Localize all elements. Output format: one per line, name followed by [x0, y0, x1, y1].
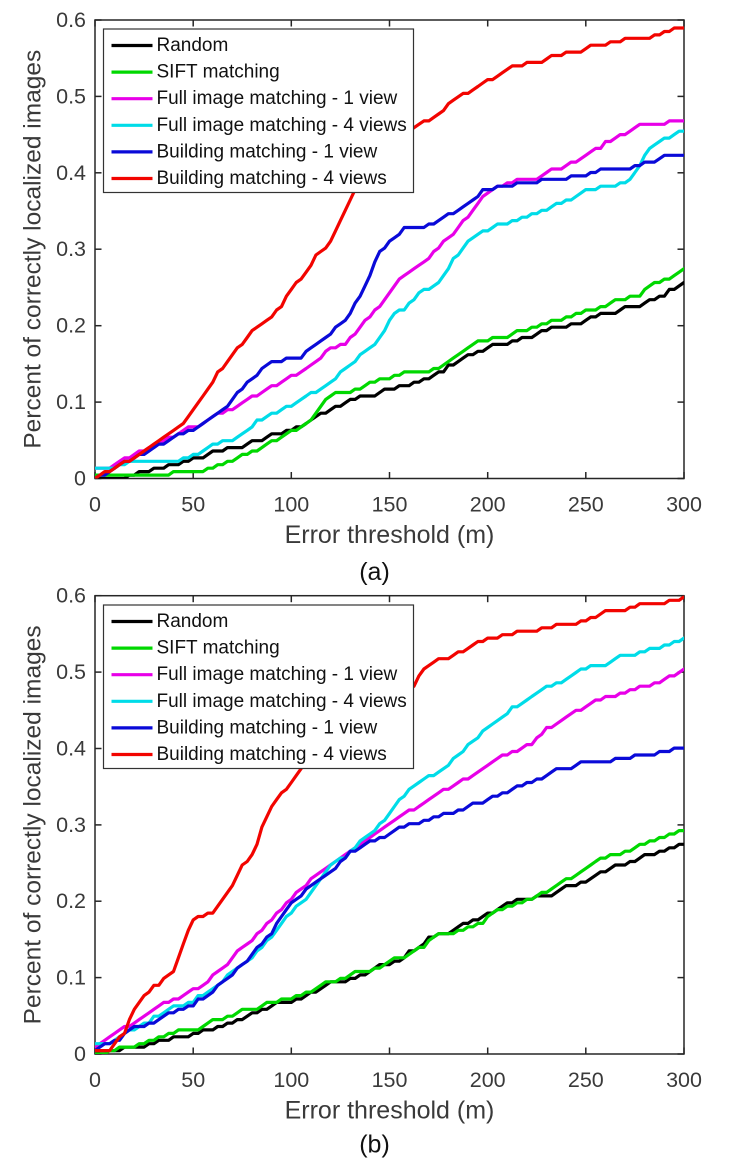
svg-text:0: 0 [74, 467, 86, 491]
svg-text:Random: Random [157, 35, 229, 56]
svg-text:300: 300 [666, 493, 702, 517]
svg-text:0.4: 0.4 [56, 161, 86, 185]
svg-text:0: 0 [89, 493, 101, 517]
svg-text:0.6: 0.6 [56, 8, 86, 32]
svg-text:0: 0 [74, 1042, 86, 1066]
svg-text:0.1: 0.1 [56, 390, 86, 414]
svg-text:Percent of correctly localized: Percent of correctly localized images [20, 50, 47, 449]
svg-text:200: 200 [470, 1068, 506, 1092]
svg-text:0.4: 0.4 [56, 737, 86, 761]
svg-text:0.1: 0.1 [56, 966, 86, 990]
svg-text:Full image matching - 1 view: Full image matching - 1 view [157, 88, 398, 109]
svg-text:200: 200 [470, 493, 506, 517]
svg-text:Building matching - 1 view: Building matching - 1 view [157, 717, 378, 738]
svg-text:Full image matching - 1 view: Full image matching - 1 view [157, 664, 398, 685]
svg-text:0.3: 0.3 [56, 237, 86, 261]
svg-text:(b): (b) [359, 1131, 390, 1158]
svg-text:150: 150 [372, 1068, 408, 1092]
svg-text:Building matching - 4 views: Building matching - 4 views [157, 168, 387, 189]
svg-text:0.2: 0.2 [56, 314, 86, 338]
svg-text:0.3: 0.3 [56, 813, 86, 837]
svg-text:Building matching - 1 view: Building matching - 1 view [157, 141, 378, 162]
svg-text:50: 50 [181, 1068, 205, 1092]
svg-text:250: 250 [568, 493, 604, 517]
svg-text:0.5: 0.5 [56, 84, 86, 108]
svg-text:SIFT matching: SIFT matching [157, 62, 280, 83]
svg-text:(a): (a) [359, 558, 390, 586]
svg-text:0.6: 0.6 [56, 584, 86, 608]
svg-text:Full image matching - 4 views: Full image matching - 4 views [157, 115, 407, 136]
svg-text:100: 100 [273, 1068, 309, 1092]
svg-text:SIFT matching: SIFT matching [157, 638, 280, 659]
svg-text:Random: Random [157, 611, 229, 632]
svg-text:250: 250 [568, 1068, 604, 1092]
svg-text:Full image matching - 4 views: Full image matching - 4 views [157, 691, 407, 712]
svg-text:Error threshold (m): Error threshold (m) [285, 521, 495, 549]
svg-text:300: 300 [666, 1068, 702, 1092]
svg-text:0: 0 [89, 1068, 101, 1092]
svg-text:Percent of correctly localized: Percent of correctly localized images [20, 625, 47, 1024]
svg-text:100: 100 [273, 493, 309, 517]
svg-text:Building matching - 4 views: Building matching - 4 views [157, 744, 387, 765]
svg-text:150: 150 [372, 493, 408, 517]
svg-text:50: 50 [181, 493, 205, 517]
svg-text:Error threshold (m): Error threshold (m) [285, 1097, 495, 1125]
svg-text:0.5: 0.5 [56, 660, 86, 684]
svg-text:0.2: 0.2 [56, 889, 86, 913]
